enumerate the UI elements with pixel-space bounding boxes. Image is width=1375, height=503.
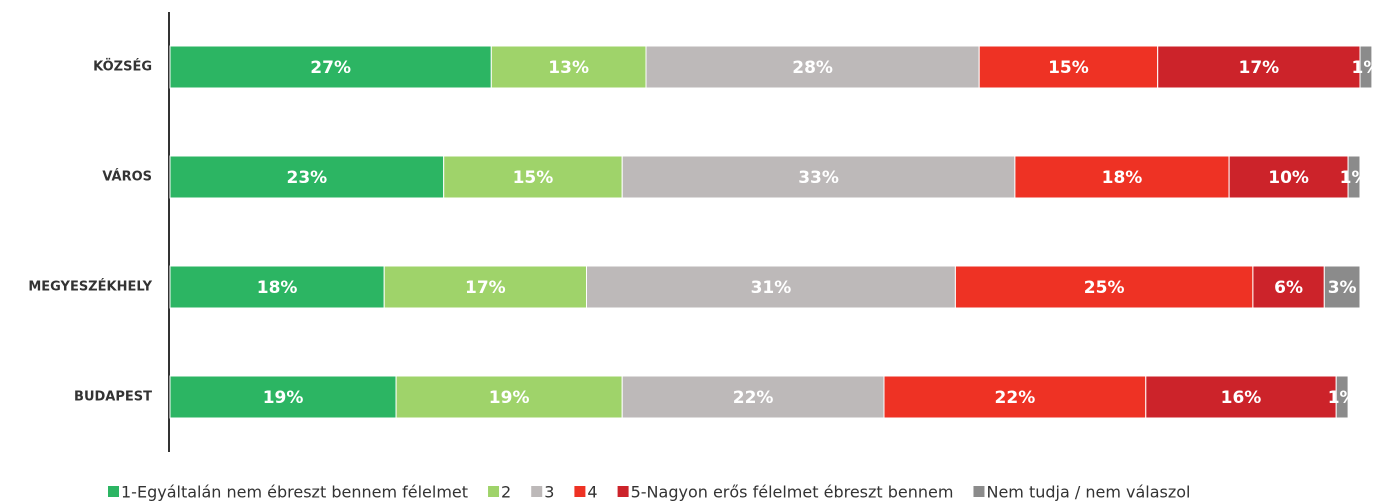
data-label: 22%: [995, 388, 1036, 408]
y-tick-label: VÁROS: [102, 169, 152, 185]
legend-label: 2: [501, 483, 511, 502]
bar-segment: [1252, 265, 1325, 309]
bar-segment: [1347, 155, 1361, 199]
data-label: 18%: [257, 278, 298, 298]
legend-label: 3: [544, 483, 554, 502]
bar-segment: [883, 375, 1147, 419]
legend-swatch: [617, 486, 629, 497]
bar-segment: [1145, 375, 1337, 419]
y-tick-label: KÖZSÉG: [93, 59, 152, 75]
legend-swatch: [488, 486, 500, 497]
legend-swatch: [973, 486, 985, 497]
legend-label: 4: [587, 483, 597, 502]
data-label: 6%: [1274, 278, 1303, 298]
data-label: 31%: [751, 278, 792, 298]
data-label: 1%: [1352, 58, 1375, 78]
data-label: 18%: [1102, 168, 1143, 188]
bar-segment: [586, 265, 956, 309]
bar-segment: [395, 375, 623, 419]
data-label: 16%: [1221, 388, 1262, 408]
legend-label: 5-Nagyon erős félelmet ébreszt bennem: [631, 483, 954, 502]
bar-segment: [443, 155, 623, 199]
bar-segment: [1323, 265, 1361, 309]
legend-label: 1-Egyáltalán nem ébreszt bennem félelmet: [121, 483, 468, 502]
data-label: 27%: [310, 58, 351, 78]
bar-segment: [1228, 155, 1349, 199]
bar-segment: [1359, 45, 1373, 89]
data-label: 10%: [1268, 168, 1309, 188]
bar-segment: [645, 45, 980, 89]
data-label: 33%: [798, 168, 839, 188]
bar-segment: [169, 375, 397, 419]
data-label: 28%: [792, 58, 833, 78]
bar-segment: [169, 155, 445, 199]
data-label: 19%: [263, 388, 304, 408]
data-label: 3%: [1328, 278, 1357, 298]
data-label: 13%: [548, 58, 589, 78]
data-label: 22%: [733, 388, 774, 408]
legend-swatch: [574, 486, 586, 497]
data-label: 15%: [1048, 58, 1089, 78]
data-label: 25%: [1084, 278, 1125, 298]
bar-segment: [490, 45, 647, 89]
data-label: 1%: [1328, 388, 1357, 408]
bar-segment: [169, 265, 385, 309]
legend-label: Nem tudja / nem válaszol: [986, 483, 1190, 502]
y-tick-label: MEGYESZÉKHELY: [28, 279, 152, 295]
bar-segment: [621, 375, 885, 419]
data-label: 1%: [1340, 168, 1369, 188]
bar-segment: [1335, 375, 1349, 419]
data-label: 17%: [1238, 58, 1279, 78]
data-label: 17%: [465, 278, 506, 298]
data-label: 19%: [489, 388, 530, 408]
legend-swatch: [531, 486, 543, 497]
legend-swatch: [108, 486, 119, 497]
bar-segment: [383, 265, 588, 309]
data-label: 15%: [513, 168, 554, 188]
data-label: 23%: [286, 168, 327, 188]
y-tick-label: BUDAPEST: [74, 390, 152, 405]
